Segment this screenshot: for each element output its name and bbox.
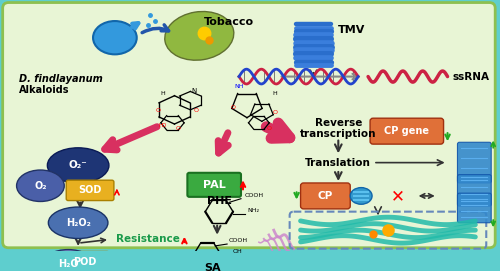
Ellipse shape [93, 21, 136, 54]
Text: NH: NH [234, 84, 244, 89]
Text: CP gene: CP gene [384, 126, 430, 136]
Text: O₂⁻: O₂⁻ [69, 160, 87, 170]
Text: O: O [266, 126, 272, 131]
Ellipse shape [42, 250, 94, 271]
Text: NH₂: NH₂ [247, 208, 259, 213]
Text: O: O [272, 109, 278, 115]
Text: COOH: COOH [245, 193, 264, 198]
Text: SA: SA [204, 263, 220, 271]
FancyBboxPatch shape [370, 118, 444, 144]
Text: ssRNA: ssRNA [452, 72, 490, 82]
Text: H: H [160, 91, 165, 96]
Text: D. findlayanum: D. findlayanum [18, 74, 102, 84]
FancyBboxPatch shape [458, 175, 491, 206]
FancyBboxPatch shape [458, 142, 491, 183]
Text: POD: POD [74, 257, 97, 267]
Ellipse shape [165, 11, 234, 60]
Text: H: H [272, 91, 277, 96]
Text: PHE: PHE [206, 196, 232, 206]
Text: N: N [192, 88, 197, 94]
Ellipse shape [48, 148, 109, 183]
Text: O: O [194, 108, 199, 113]
Text: O: O [176, 126, 181, 131]
Text: Reverse
transcription: Reverse transcription [300, 118, 376, 139]
Text: PAL: PAL [203, 180, 226, 190]
Text: Tobacco: Tobacco [204, 17, 254, 27]
Text: HO: HO [158, 122, 166, 128]
Text: Alkaloids: Alkaloids [18, 85, 69, 95]
Text: Resistance: Resistance [116, 234, 180, 244]
FancyBboxPatch shape [62, 251, 109, 271]
Text: H₂O: H₂O [58, 259, 78, 269]
FancyBboxPatch shape [458, 193, 491, 223]
Text: TMV: TMV [338, 25, 365, 35]
Text: OH: OH [233, 249, 243, 254]
Text: ✕: ✕ [391, 187, 405, 205]
Text: CP: CP [318, 191, 333, 201]
Ellipse shape [16, 170, 64, 201]
Text: Translation: Translation [306, 158, 371, 168]
Ellipse shape [350, 188, 372, 204]
Text: COOH: COOH [229, 238, 248, 243]
FancyBboxPatch shape [66, 180, 114, 201]
FancyBboxPatch shape [2, 2, 495, 248]
FancyBboxPatch shape [300, 183, 350, 209]
Text: H₂O₂: H₂O₂ [66, 218, 90, 228]
Text: O: O [156, 108, 161, 113]
Text: O₂: O₂ [34, 181, 46, 191]
Text: O: O [230, 105, 235, 110]
FancyBboxPatch shape [188, 173, 241, 197]
Ellipse shape [48, 207, 108, 238]
Text: SOD: SOD [78, 185, 102, 195]
